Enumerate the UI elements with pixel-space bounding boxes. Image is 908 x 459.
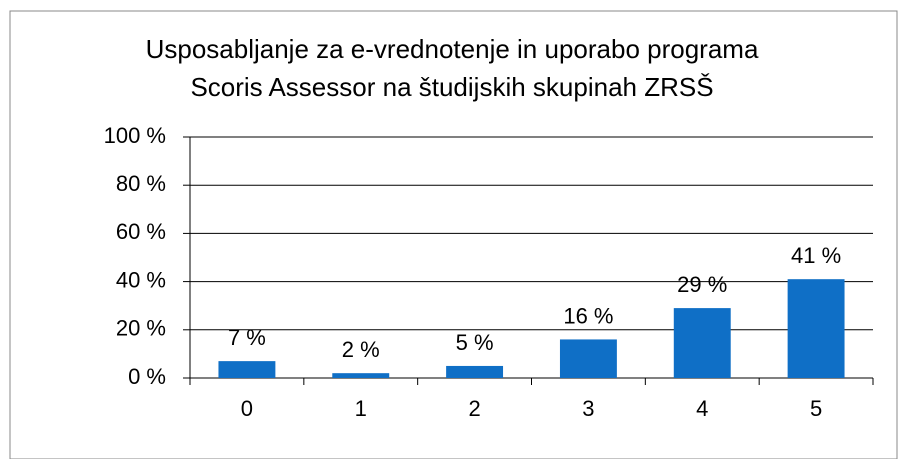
- y-tick-label: 0 %: [128, 364, 166, 389]
- x-tick-label: 4: [696, 396, 708, 421]
- x-tick-label: 3: [582, 396, 594, 421]
- chart-title: Usposabljanje za e-vrednotenje in uporab…: [146, 34, 759, 64]
- value-label: 7 %: [228, 325, 266, 350]
- bar: [332, 373, 390, 378]
- value-label: 29 %: [677, 272, 727, 297]
- x-tick-label: 5: [810, 396, 822, 421]
- chart-title: Scoris Assessor na študijskih skupinah Z…: [190, 72, 713, 102]
- bar: [446, 365, 504, 378]
- y-tick-label: 40 %: [116, 267, 166, 292]
- y-tick-label: 60 %: [116, 219, 166, 244]
- y-tick-label: 20 %: [116, 316, 166, 341]
- bar: [787, 279, 845, 378]
- y-tick-label: 100 %: [104, 123, 166, 148]
- value-label: 2 %: [342, 337, 380, 362]
- x-tick-label: 1: [355, 396, 367, 421]
- value-label: 41 %: [791, 243, 841, 268]
- bar: [559, 339, 617, 378]
- y-tick-label: 80 %: [116, 171, 166, 196]
- bar: [673, 308, 731, 378]
- chart-border: [9, 10, 898, 459]
- value-label: 16 %: [563, 303, 613, 328]
- bar: [218, 361, 276, 378]
- value-label: 5 %: [456, 330, 494, 355]
- x-tick-label: 2: [468, 396, 480, 421]
- x-tick-label: 0: [241, 396, 253, 421]
